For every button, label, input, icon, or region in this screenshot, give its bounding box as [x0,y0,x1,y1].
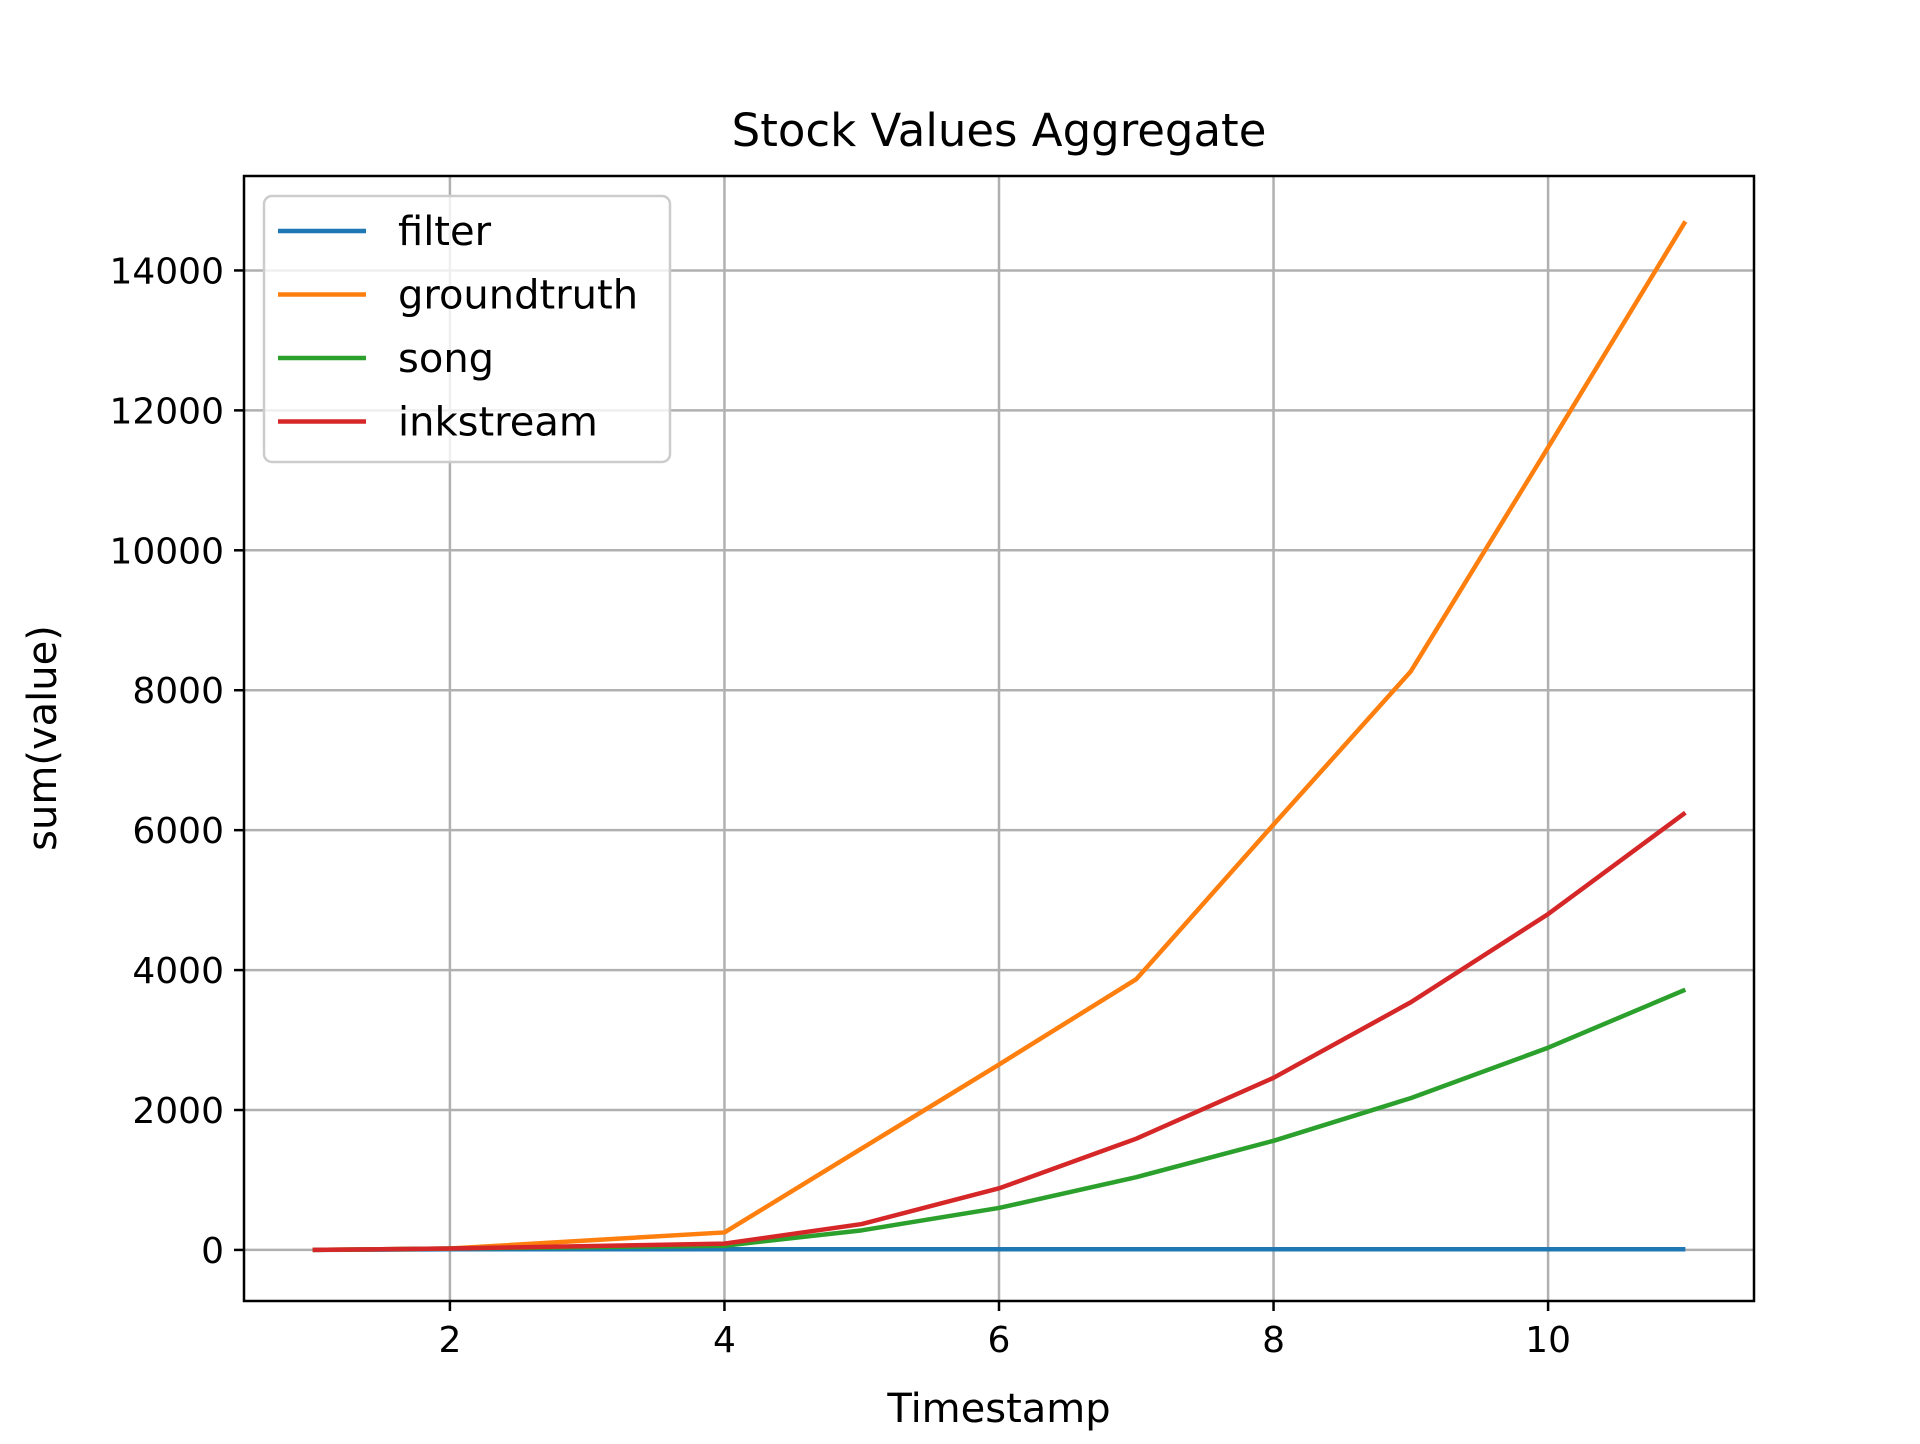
legend-label-song: song [398,336,494,382]
y-tick-label: 0 [201,1231,224,1272]
series-lines [312,220,1688,1253]
y-tick-label: 4000 [132,951,224,992]
axis-ticks: 2 4 6 8 10 0 2000 4000 6000 8000 10000 12000 14000 [109,251,1571,1361]
x-axis-label: Timestamp [886,1386,1110,1432]
y-axis-label: sum(value) [20,625,66,851]
series-line-inkstream [312,810,1687,1253]
legend-label-inkstream: inkstream [398,400,598,446]
legend: filter groundtruth song inkstream [262,194,672,464]
x-tick-label: 10 [1525,1320,1571,1361]
y-tick-label: 10000 [109,531,224,572]
y-tick-label: 6000 [132,811,224,852]
x-tick-label: 6 [988,1320,1011,1361]
chart-title: Stock Values Aggregate [732,104,1267,157]
y-tick-label: 14000 [109,251,224,292]
series-line-groundtruth [312,220,1688,1253]
legend-label-groundtruth: groundtruth [398,273,638,319]
legend-label-filter: filter [398,209,492,255]
y-tick-label: 2000 [132,1091,224,1132]
x-tick-label: 4 [713,1320,736,1361]
y-tick-label: 8000 [132,671,224,712]
y-tick-label: 12000 [109,391,224,432]
x-tick-label: 2 [438,1320,461,1361]
x-tick-label: 8 [1262,1320,1285,1361]
legend-frame [262,194,672,464]
